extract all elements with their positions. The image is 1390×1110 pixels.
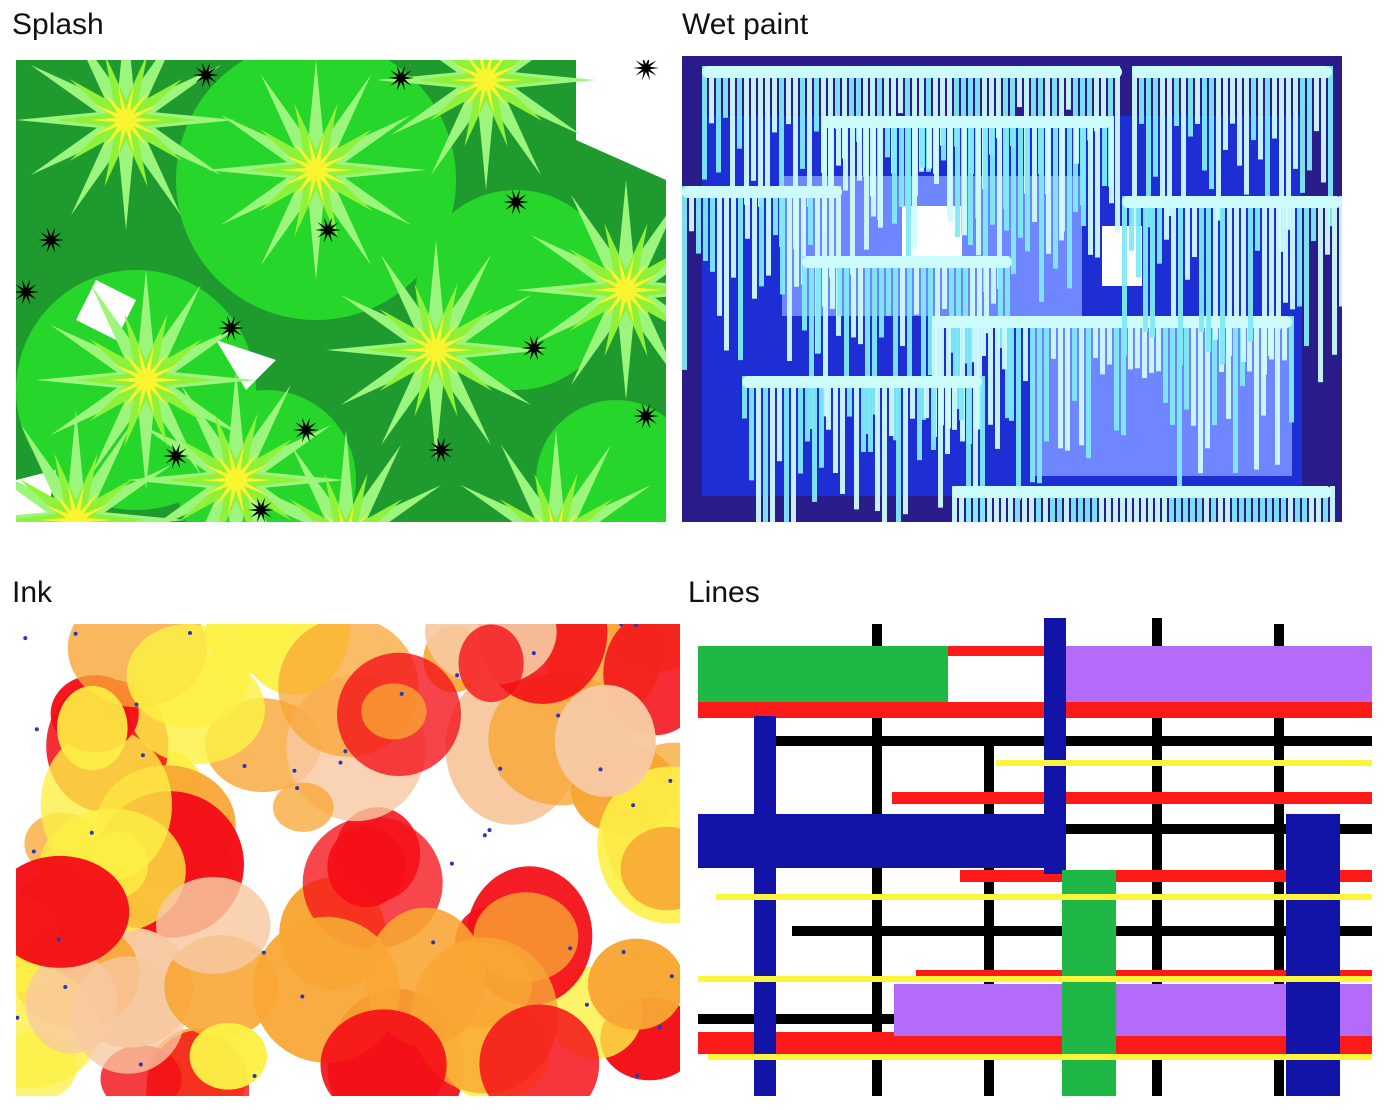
wet-paint-canvas (682, 56, 1342, 522)
ink-canvas (16, 624, 680, 1096)
lines-title: Lines (688, 576, 760, 609)
splash-artwork (16, 60, 666, 522)
lines-canvas (698, 618, 1372, 1096)
splash-canvas (16, 60, 666, 522)
wet-paint-title: Wet paint (682, 8, 809, 41)
wet-paint-artwork (682, 56, 1342, 522)
splash-title: Splash (12, 8, 104, 41)
ink-artwork (16, 624, 680, 1096)
lines-artwork (698, 618, 1372, 1096)
ink-title: Ink (12, 576, 53, 609)
